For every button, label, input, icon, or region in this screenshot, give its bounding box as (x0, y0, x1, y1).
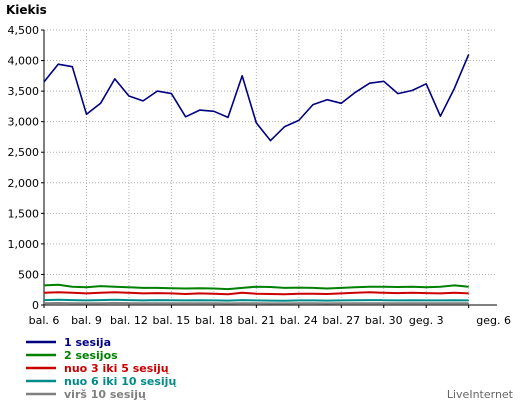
legend-label: 2 sesijos (64, 349, 118, 362)
brand-watermark: LiveInternet (447, 388, 514, 401)
x-tick-label: bal. 24 (280, 314, 318, 327)
y-tick-label: 3,500 (8, 85, 40, 98)
y-tick-label: 4,000 (8, 55, 40, 68)
x-tick-label: bal. 27 (322, 314, 360, 327)
series-line-1 (43, 54, 470, 142)
x-tick-label: geg. 6 (476, 314, 511, 327)
y-tick-label: 1,000 (8, 238, 40, 251)
legend-label: virš 10 sesijų (64, 388, 146, 401)
x-tick-label: bal. 21 (237, 314, 275, 327)
legend-label: 1 sesija (64, 336, 111, 349)
x-tick-label: bal. 30 (365, 314, 403, 327)
x-tick-label: bal. 12 (110, 314, 148, 327)
y-tick-label: 500 (18, 268, 39, 281)
y-tick-label: 2,500 (8, 146, 40, 159)
y-axis-title: Kiekis (6, 3, 47, 17)
x-tick-label: bal. 18 (195, 314, 233, 327)
x-tick-label: bal. 9 (71, 314, 102, 327)
x-tick-label: bal. 15 (153, 314, 191, 327)
gridlines (44, 29, 497, 305)
series-line-3 (43, 291, 469, 296)
series-line-4 (43, 298, 469, 302)
series-line-2 (43, 283, 469, 291)
series-lines (43, 54, 470, 305)
y-tick-label: 1,500 (8, 207, 40, 220)
x-tick-labels: bal. 6 bal. 9 bal. 12 bal. 15 bal. 18 bal. 21… (29, 314, 511, 327)
axes (41, 29, 497, 308)
x-tick-label: geg. 3 (409, 314, 444, 327)
y-tick-label: 3,000 (8, 116, 40, 129)
y-tick-label: 2,000 (8, 177, 40, 190)
y-tick-labels: 0 500 1,000 1,500 2,000 2,500 3,000 3,500 4,000 4… (8, 24, 40, 312)
legend-label: nuo 3 iki 5 sesijų (64, 362, 169, 375)
legend-label: nuo 6 iki 10 sesijų (64, 375, 176, 388)
x-tick-label: bal. 6 (29, 314, 60, 327)
y-tick-label: 0 (32, 299, 39, 312)
y-tick-label: 4,500 (8, 24, 40, 37)
